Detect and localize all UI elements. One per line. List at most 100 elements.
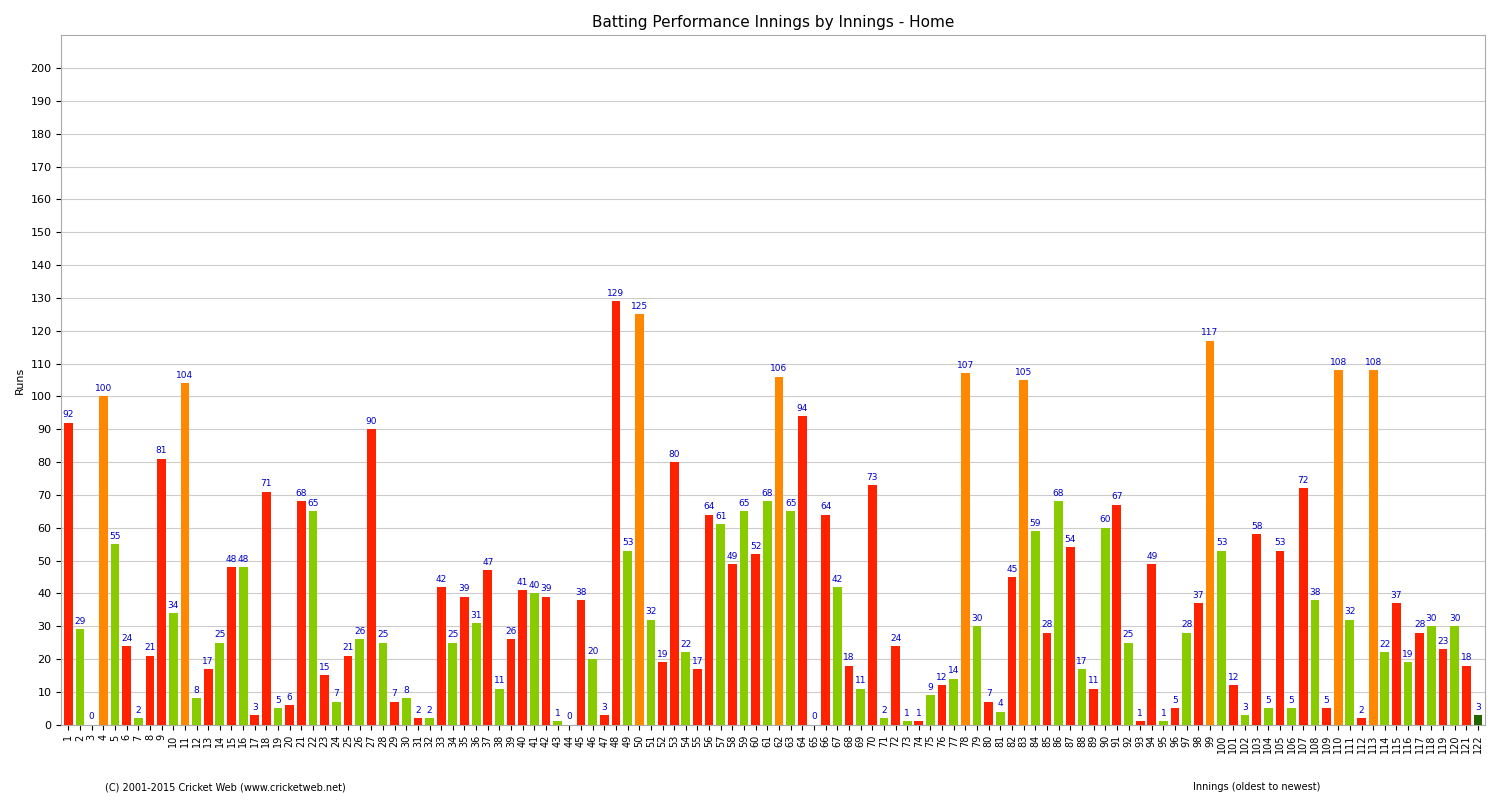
Bar (588, 659, 597, 725)
Text: 65: 65 (784, 499, 796, 508)
Text: 20: 20 (586, 646, 598, 656)
Text: 45: 45 (1007, 565, 1017, 574)
Bar (798, 416, 807, 725)
Bar (833, 586, 842, 725)
Bar (646, 620, 656, 725)
Text: 68: 68 (1053, 489, 1065, 498)
Bar (1264, 708, 1272, 725)
Text: 39: 39 (540, 584, 552, 594)
Bar (321, 675, 328, 725)
Bar (356, 639, 364, 725)
Bar (717, 525, 724, 725)
Bar (1416, 633, 1424, 725)
Bar (658, 662, 668, 725)
Text: 129: 129 (608, 289, 624, 298)
Text: 2: 2 (1359, 706, 1365, 715)
Text: 32: 32 (645, 607, 657, 616)
Text: 5: 5 (274, 696, 280, 705)
Text: 53: 53 (1274, 538, 1286, 547)
Bar (262, 491, 272, 725)
Bar (542, 597, 550, 725)
Text: 23: 23 (1437, 637, 1449, 646)
Bar (1252, 534, 1262, 725)
Text: 54: 54 (1065, 535, 1076, 544)
Text: 0: 0 (88, 712, 94, 722)
Bar (774, 377, 783, 725)
Bar (297, 502, 306, 725)
Text: 19: 19 (1402, 650, 1414, 659)
Text: 7: 7 (986, 690, 992, 698)
Bar (378, 642, 387, 725)
Bar (1370, 370, 1377, 725)
Bar (844, 666, 853, 725)
Text: 28: 28 (1414, 621, 1425, 630)
Bar (1054, 502, 1064, 725)
Text: 48: 48 (237, 555, 249, 564)
Text: 92: 92 (63, 410, 74, 419)
Text: 25: 25 (1124, 630, 1134, 639)
Text: 49: 49 (726, 551, 738, 561)
Text: 5: 5 (1266, 696, 1270, 705)
Text: 3: 3 (1474, 702, 1480, 711)
Bar (612, 302, 621, 725)
Text: 18: 18 (843, 654, 855, 662)
Bar (926, 695, 934, 725)
Bar (1170, 708, 1179, 725)
Text: 55: 55 (110, 532, 120, 541)
Text: 0: 0 (812, 712, 818, 722)
Text: 2: 2 (426, 706, 432, 715)
Bar (75, 630, 84, 725)
Text: 30: 30 (1425, 614, 1437, 623)
Text: 24: 24 (890, 634, 902, 642)
Text: 22: 22 (1378, 640, 1390, 649)
Bar (1322, 708, 1330, 725)
Text: 5: 5 (1288, 696, 1294, 705)
Text: 21: 21 (342, 643, 354, 653)
Bar (554, 722, 562, 725)
Text: 106: 106 (771, 365, 788, 374)
Text: 0: 0 (567, 712, 572, 722)
Text: 2: 2 (135, 706, 141, 715)
Bar (123, 646, 130, 725)
Bar (996, 711, 1005, 725)
Bar (1473, 715, 1482, 725)
Bar (576, 600, 585, 725)
Bar (1450, 626, 1460, 725)
Text: 11: 11 (1088, 676, 1100, 686)
Bar (1392, 603, 1401, 725)
Text: 25: 25 (214, 630, 225, 639)
Bar (472, 623, 480, 725)
Bar (764, 502, 771, 725)
Text: 65: 65 (738, 499, 750, 508)
Text: 15: 15 (320, 663, 330, 672)
Bar (1311, 600, 1320, 725)
Text: 4: 4 (998, 699, 1004, 708)
Text: (C) 2001-2015 Cricket Web (www.cricketweb.net): (C) 2001-2015 Cricket Web (www.cricketwe… (105, 782, 345, 792)
Text: 1: 1 (1137, 709, 1143, 718)
Bar (903, 722, 912, 725)
Bar (600, 715, 609, 725)
Bar (507, 639, 516, 725)
Text: 25: 25 (376, 630, 388, 639)
Text: 11: 11 (494, 676, 506, 686)
Bar (216, 642, 223, 725)
Text: 64: 64 (704, 502, 716, 511)
Bar (344, 656, 352, 725)
Bar (972, 626, 981, 725)
Text: 58: 58 (1251, 522, 1263, 531)
Bar (1206, 341, 1215, 725)
Bar (950, 678, 958, 725)
Bar (192, 698, 201, 725)
Text: 14: 14 (948, 666, 960, 675)
Bar (251, 715, 260, 725)
Text: 24: 24 (122, 634, 132, 642)
Bar (984, 702, 993, 725)
Text: 5: 5 (1172, 696, 1178, 705)
Text: 6: 6 (286, 693, 292, 702)
Bar (146, 656, 154, 725)
Text: 26: 26 (506, 627, 518, 636)
Text: 67: 67 (1112, 493, 1122, 502)
Bar (309, 511, 318, 725)
Text: 68: 68 (296, 489, 307, 498)
Text: 7: 7 (392, 690, 398, 698)
